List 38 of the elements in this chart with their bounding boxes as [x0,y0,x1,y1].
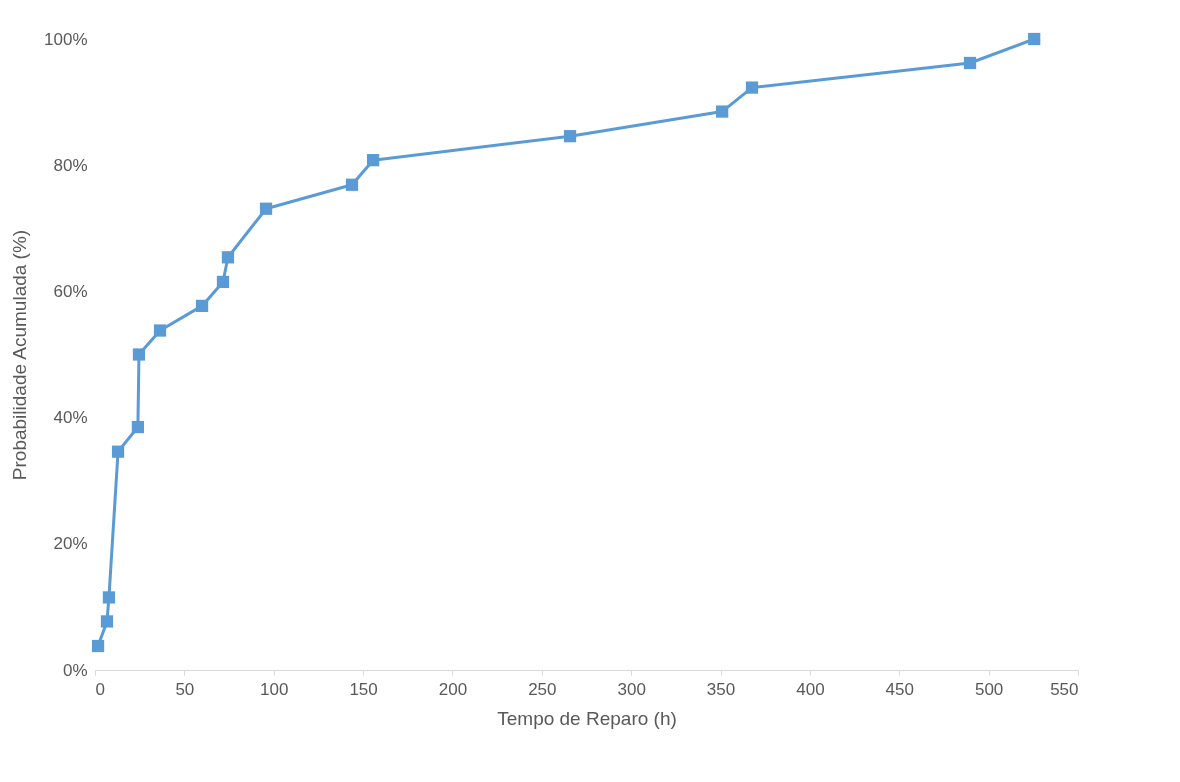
y-tick-label: 40% [53,408,88,428]
point [111,445,125,458]
point [345,178,359,191]
point [259,202,273,215]
y-axis-title: Probabilidade Acumulada (%) [9,229,31,481]
point [221,251,235,264]
x-tick-label: 0 [95,679,105,699]
point [216,275,230,289]
point [563,130,577,143]
y-tick-label: 20% [53,534,88,554]
x-tick-label: 50 [175,679,195,699]
x-tick-label: 500 [974,679,1004,699]
x-tick-label: 200 [438,679,468,699]
x-tick-label: 300 [617,679,646,699]
x-tick-label: 150 [349,679,378,699]
point [366,154,380,167]
x-tick-label: 550 [1050,679,1079,699]
y-tick-label: 80% [53,155,88,175]
x-tick-label: 350 [706,679,736,699]
point [1028,32,1041,46]
x-tick-label: 450 [885,679,914,699]
point [91,639,105,653]
point [745,81,759,94]
y-tick-label: 0% [62,660,88,680]
x-axis-title: Tempo de Reparo (h) [497,707,677,729]
point [102,591,116,604]
y-tick-label: 60% [53,281,88,301]
x-tick-label: 250 [528,679,557,699]
point [716,105,729,118]
x-tick-label: 100 [260,679,289,699]
point [963,56,977,70]
point [100,615,114,628]
point [195,299,209,313]
point [131,420,145,434]
y-tick-label: 100% [44,29,88,49]
point [153,324,167,337]
point [132,348,146,361]
x-tick-label: 400 [796,679,825,699]
